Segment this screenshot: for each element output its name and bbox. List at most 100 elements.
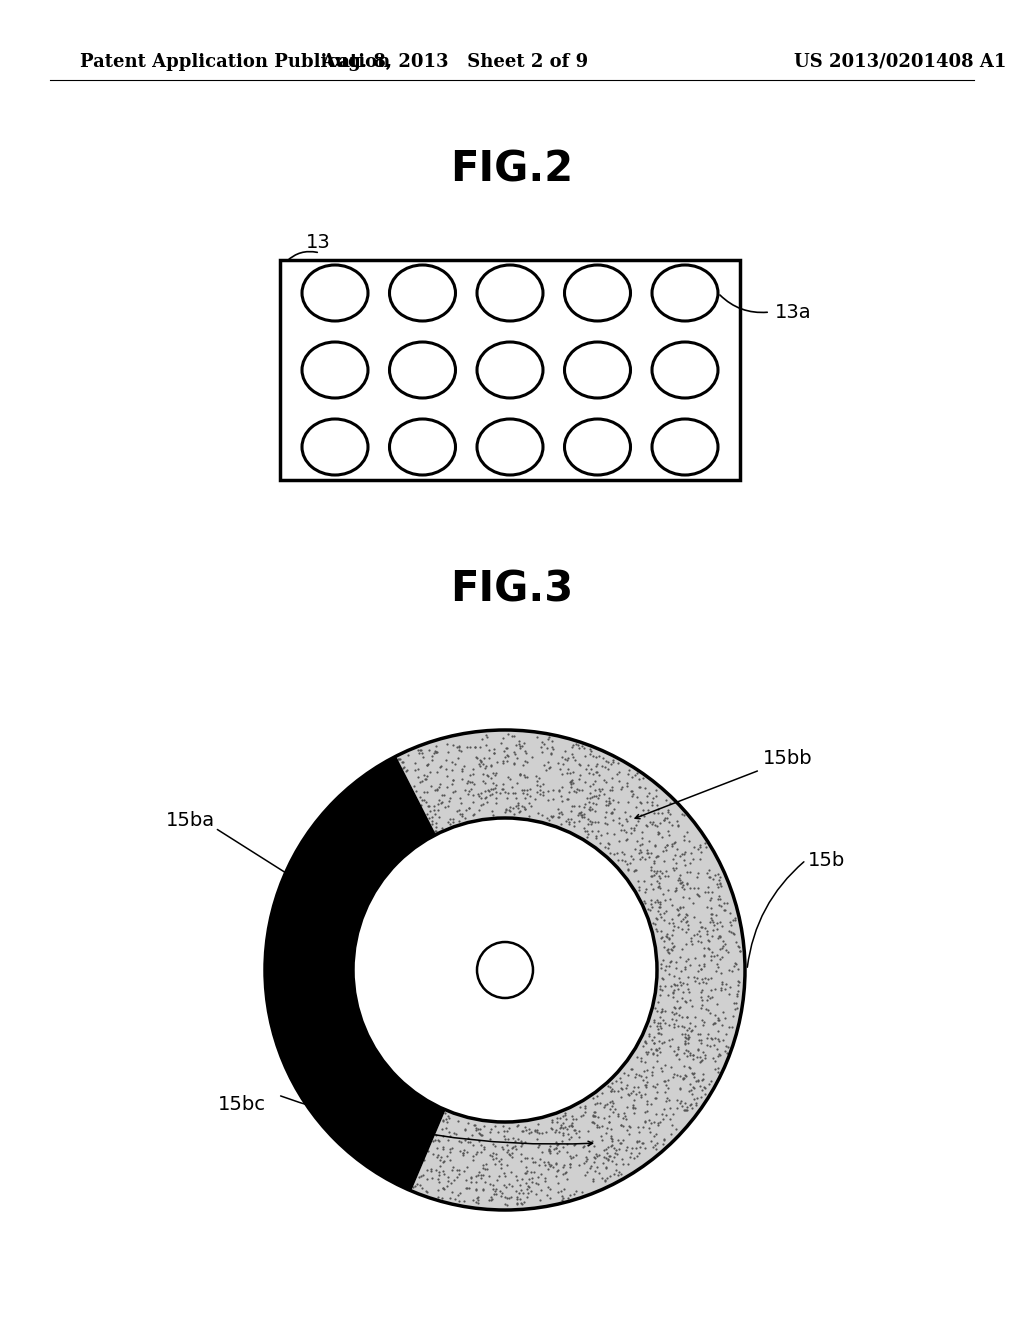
Point: [659, 879, 676, 900]
Point: [554, 776, 570, 797]
Ellipse shape: [477, 265, 543, 321]
Ellipse shape: [564, 342, 631, 399]
Point: [424, 746, 440, 767]
Point: [470, 1162, 486, 1183]
Point: [652, 891, 669, 912]
Point: [662, 793, 678, 814]
Point: [541, 1154, 557, 1175]
Point: [429, 779, 445, 800]
Point: [426, 795, 442, 816]
Point: [573, 804, 590, 825]
Point: [673, 873, 689, 894]
Point: [500, 767, 516, 788]
Point: [641, 1024, 657, 1045]
Point: [506, 752, 522, 774]
Point: [470, 1192, 486, 1213]
Point: [512, 763, 528, 784]
Point: [566, 812, 583, 833]
Point: [564, 795, 581, 816]
Point: [429, 1187, 445, 1208]
Point: [427, 779, 443, 800]
Point: [698, 998, 715, 1019]
Point: [617, 1139, 634, 1160]
Point: [478, 787, 495, 808]
Point: [674, 1096, 690, 1117]
Point: [712, 939, 728, 960]
Point: [427, 742, 443, 763]
Point: [627, 1097, 643, 1118]
Point: [550, 799, 566, 820]
Point: [594, 1082, 610, 1104]
Point: [578, 759, 594, 780]
Point: [610, 849, 627, 870]
Point: [645, 1111, 662, 1133]
Point: [484, 779, 501, 800]
Point: [568, 779, 585, 800]
Point: [684, 995, 700, 1016]
Point: [672, 873, 688, 894]
Point: [671, 1005, 687, 1026]
Point: [497, 1129, 513, 1150]
Point: [729, 970, 745, 991]
Point: [652, 1023, 669, 1044]
Point: [638, 814, 654, 836]
Point: [623, 817, 639, 838]
Point: [467, 737, 483, 758]
Point: [664, 836, 680, 857]
Point: [688, 867, 705, 888]
Point: [610, 762, 627, 783]
Point: [631, 768, 647, 789]
Point: [663, 1097, 679, 1118]
Point: [501, 1118, 517, 1139]
Point: [519, 1147, 536, 1168]
Point: [716, 900, 732, 921]
Point: [665, 982, 681, 1003]
Point: [711, 928, 727, 949]
Point: [604, 801, 621, 822]
Point: [517, 1163, 534, 1184]
Point: [649, 890, 666, 911]
Point: [527, 1184, 544, 1205]
Point: [659, 799, 676, 820]
Point: [564, 762, 581, 783]
Point: [494, 1158, 510, 1179]
Point: [431, 807, 447, 828]
Point: [539, 1184, 555, 1205]
Point: [631, 776, 647, 797]
Point: [531, 1148, 548, 1170]
Point: [564, 1147, 581, 1168]
Point: [656, 809, 673, 830]
Point: [455, 1143, 471, 1164]
Point: [514, 1183, 530, 1204]
Point: [431, 1156, 447, 1177]
Point: [664, 925, 680, 946]
Point: [641, 1026, 657, 1047]
Point: [549, 1111, 565, 1133]
Point: [486, 1154, 503, 1175]
Point: [625, 1097, 641, 1118]
Point: [628, 796, 644, 817]
Point: [628, 859, 644, 880]
FancyArrowPatch shape: [635, 771, 758, 818]
Point: [521, 1123, 538, 1144]
Point: [651, 1038, 668, 1059]
Point: [726, 993, 742, 1014]
Point: [451, 739, 467, 760]
Wedge shape: [396, 730, 745, 1210]
Point: [427, 804, 443, 825]
Point: [654, 1134, 671, 1155]
Bar: [280, 260, 740, 480]
Point: [657, 861, 674, 882]
Point: [461, 797, 477, 818]
Point: [536, 1151, 552, 1172]
Point: [723, 921, 739, 942]
Point: [592, 833, 608, 854]
Point: [562, 770, 579, 791]
Point: [664, 1114, 680, 1135]
Point: [571, 764, 588, 785]
Point: [643, 894, 659, 915]
Point: [476, 1158, 493, 1179]
Point: [616, 1063, 633, 1084]
Point: [477, 774, 494, 795]
Point: [495, 750, 511, 771]
